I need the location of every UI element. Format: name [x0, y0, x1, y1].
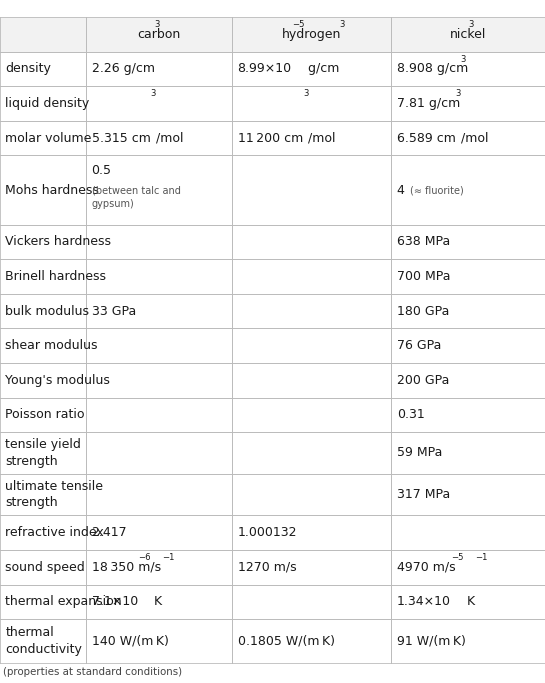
Text: 200 GPa: 200 GPa [397, 374, 449, 387]
Text: 140 W/(m K): 140 W/(m K) [92, 635, 168, 647]
Text: 91 W/(m K): 91 W/(m K) [397, 635, 465, 647]
Text: liquid density: liquid density [5, 97, 90, 110]
Text: 8.99×10: 8.99×10 [238, 62, 292, 75]
Text: 180 GPa: 180 GPa [397, 305, 449, 318]
Text: 2.417: 2.417 [92, 527, 127, 540]
Text: 2.26 g/cm: 2.26 g/cm [92, 62, 155, 75]
Text: 0.1805 W/(m K): 0.1805 W/(m K) [238, 635, 335, 647]
Text: 7.81 g/cm: 7.81 g/cm [397, 97, 460, 110]
Text: 0.31: 0.31 [397, 408, 425, 421]
Text: Mohs hardness: Mohs hardness [5, 184, 99, 197]
Text: shear modulus: shear modulus [5, 339, 98, 352]
Text: 4: 4 [397, 184, 404, 197]
Text: molar volume: molar volume [5, 132, 92, 145]
Text: Vickers hardness: Vickers hardness [5, 236, 111, 249]
Text: −5: −5 [292, 20, 304, 29]
Text: hydrogen: hydrogen [282, 28, 341, 41]
Bar [0, 17, 545, 52]
Text: 1270 m/s: 1270 m/s [238, 561, 296, 574]
Text: Brinell hardness: Brinell hardness [5, 270, 106, 283]
Text: 1.000132: 1.000132 [238, 527, 297, 540]
Text: 3: 3 [340, 20, 345, 29]
Text: Poisson ratio: Poisson ratio [5, 408, 85, 421]
Text: −1: −1 [162, 553, 175, 562]
Text: −6: −6 [138, 553, 150, 562]
Text: 700 MPa: 700 MPa [397, 270, 450, 283]
Text: 1.34×10: 1.34×10 [397, 596, 451, 609]
Text: 638 MPa: 638 MPa [397, 236, 450, 249]
Text: (between talc and: (between talc and [92, 185, 180, 195]
Text: refractive index: refractive index [5, 527, 104, 540]
Text: 3: 3 [150, 89, 156, 98]
Text: 7.1×10: 7.1×10 [92, 596, 138, 609]
Text: 4970 m/s: 4970 m/s [397, 561, 456, 574]
Text: gypsum): gypsum) [92, 199, 134, 209]
Text: tensile yield
strength: tensile yield strength [5, 438, 81, 468]
Text: 6.589 cm: 6.589 cm [397, 132, 456, 145]
Text: 76 GPa: 76 GPa [397, 339, 441, 352]
Text: density: density [5, 62, 51, 75]
Text: (properties at standard conditions): (properties at standard conditions) [3, 667, 182, 678]
Text: sound speed: sound speed [5, 561, 85, 574]
Text: thermal expansion: thermal expansion [5, 596, 122, 609]
Text: (≈ fluorite): (≈ fluorite) [410, 185, 463, 195]
Text: carbon: carbon [137, 28, 181, 41]
Text: 8.908 g/cm: 8.908 g/cm [397, 62, 468, 75]
Text: thermal
conductivity: thermal conductivity [5, 626, 82, 656]
Text: 0.5: 0.5 [92, 164, 112, 177]
Text: 3: 3 [456, 89, 461, 98]
Text: 59 MPa: 59 MPa [397, 447, 442, 460]
Text: 3: 3 [155, 20, 160, 29]
Text: −5: −5 [451, 553, 463, 562]
Text: /mol: /mol [308, 132, 336, 145]
Text: 3: 3 [468, 20, 474, 29]
Text: K: K [463, 596, 475, 609]
Text: ultimate tensile
strength: ultimate tensile strength [5, 480, 104, 510]
Text: −1: −1 [475, 553, 488, 562]
Text: K: K [150, 596, 162, 609]
Text: g/cm: g/cm [304, 62, 340, 75]
Text: /mol: /mol [461, 132, 488, 145]
Text: 3: 3 [303, 89, 308, 98]
Text: 3: 3 [460, 55, 465, 64]
Text: 5.315 cm: 5.315 cm [92, 132, 150, 145]
Text: 33 GPa: 33 GPa [92, 305, 136, 318]
Text: nickel: nickel [450, 28, 486, 41]
Text: Young's modulus: Young's modulus [5, 374, 110, 387]
Text: 11 200 cm: 11 200 cm [238, 132, 303, 145]
Text: 18 350 m/s: 18 350 m/s [92, 561, 161, 574]
Text: /mol: /mol [156, 132, 183, 145]
Text: 317 MPa: 317 MPa [397, 488, 450, 501]
Text: bulk modulus: bulk modulus [5, 305, 89, 318]
